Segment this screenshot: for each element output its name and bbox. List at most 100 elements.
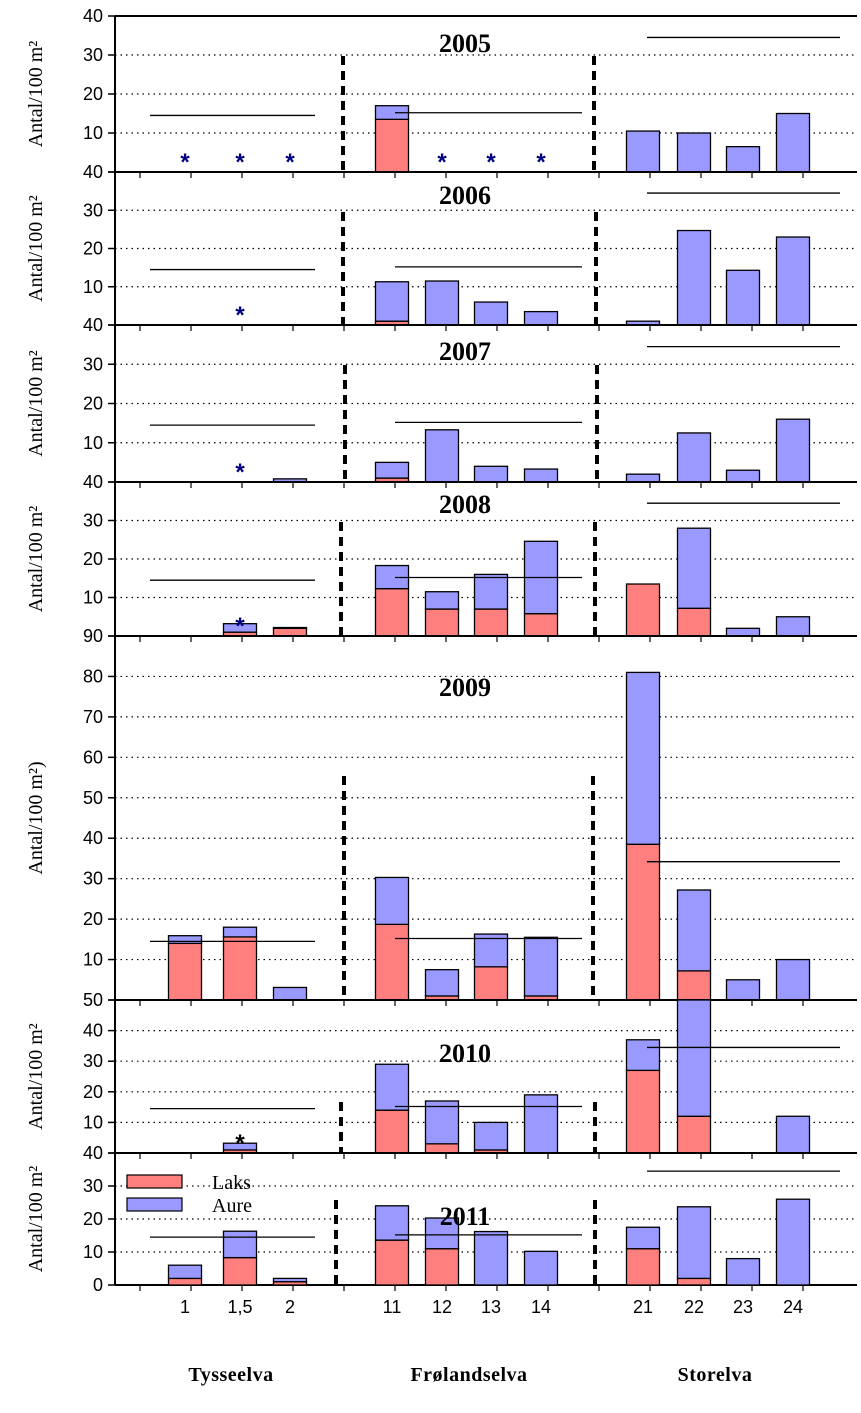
y-tick-label: 40 bbox=[83, 6, 103, 26]
missing-data-star: * bbox=[180, 149, 190, 176]
y-axis-label: Antal/100 m² bbox=[25, 195, 47, 302]
panel-2011: 0 10 20 30 40 Antal/100 m² 2011 bbox=[25, 1143, 857, 1295]
year-label: 2010 bbox=[439, 1039, 491, 1068]
bar-laks bbox=[676, 970, 712, 1001]
missing-data-star: * bbox=[235, 149, 245, 176]
bar-aure bbox=[775, 236, 811, 326]
bar-laks bbox=[424, 1143, 460, 1154]
bar-aure bbox=[725, 469, 761, 483]
x-tick-label: 1 bbox=[180, 1297, 190, 1317]
bar-aure bbox=[374, 461, 410, 479]
bar-aure bbox=[775, 616, 811, 637]
bar-aure bbox=[676, 999, 712, 1117]
bar-aure bbox=[473, 1230, 509, 1286]
y-tick-label: 10 bbox=[83, 1242, 103, 1262]
y-axis-label: Antal/100 m²) bbox=[25, 761, 47, 874]
bar-aure bbox=[272, 626, 308, 629]
bar-aure bbox=[676, 527, 712, 609]
y-tick-label: 20 bbox=[83, 394, 103, 414]
bar-aure bbox=[167, 935, 203, 945]
bar-aure bbox=[625, 130, 661, 173]
missing-data-star: * bbox=[285, 149, 295, 176]
bar-laks bbox=[625, 583, 661, 637]
panel-2010: 10 20 30 40 50 Antal/100 m² * 2010 bbox=[25, 990, 857, 1159]
x-tick-label: 2 bbox=[285, 1297, 295, 1317]
bar-aure bbox=[523, 310, 559, 326]
bar-laks bbox=[374, 1239, 410, 1286]
y-tick-label: 10 bbox=[83, 950, 103, 970]
bar-aure bbox=[775, 418, 811, 483]
missing-data-star: * bbox=[437, 149, 447, 176]
x-tick-label: 21 bbox=[633, 1297, 653, 1317]
y-tick-label: 40 bbox=[83, 315, 103, 335]
bar-aure bbox=[775, 1115, 811, 1154]
bar-aure bbox=[374, 1063, 410, 1111]
bar-laks bbox=[374, 923, 410, 1001]
panel-2008: 10 20 30 40 Antal/100 m² * 2008 bbox=[25, 472, 857, 642]
bar-aure bbox=[725, 145, 761, 173]
x-tick-label: 23 bbox=[733, 1297, 753, 1317]
bar-laks bbox=[473, 608, 509, 637]
y-tick-label: 30 bbox=[83, 200, 103, 220]
bar-aure bbox=[222, 1142, 258, 1151]
bar-aure bbox=[424, 429, 460, 483]
panel-2005: 10 20 30 40 Antal/100 m² * * * * * * 2005 bbox=[25, 6, 857, 178]
bar-laks bbox=[374, 587, 410, 637]
y-axis-label: Antal/100 m² bbox=[25, 350, 47, 457]
x-tick-label: 13 bbox=[481, 1297, 501, 1317]
y-tick-label: 60 bbox=[83, 747, 103, 767]
y-tick-label: 30 bbox=[83, 45, 103, 65]
bar-aure bbox=[725, 979, 761, 1001]
bar-laks bbox=[424, 608, 460, 637]
bar-aure bbox=[676, 229, 712, 326]
bar-aure bbox=[625, 671, 661, 845]
y-tick-label: 40 bbox=[83, 828, 103, 848]
y-tick-label: 30 bbox=[83, 869, 103, 889]
bar-aure bbox=[473, 1121, 509, 1151]
bar-aure bbox=[222, 1230, 258, 1259]
y-tick-label: 30 bbox=[83, 354, 103, 374]
y-tick-label: 10 bbox=[83, 588, 103, 608]
y-axis-label: Antal/100 m² bbox=[25, 1023, 47, 1130]
y-tick-label: 10 bbox=[83, 433, 103, 453]
missing-data-star: * bbox=[235, 1130, 245, 1157]
x-tick-label: 14 bbox=[531, 1297, 551, 1317]
missing-data-star: * bbox=[235, 459, 245, 486]
y-tick-label: 20 bbox=[83, 909, 103, 929]
bar-laks bbox=[222, 1256, 258, 1286]
bar-aure bbox=[625, 1039, 661, 1072]
bar-aure bbox=[775, 112, 811, 173]
bar-laks bbox=[523, 613, 559, 637]
bar-aure bbox=[424, 1100, 460, 1145]
y-tick-label: 30 bbox=[83, 511, 103, 531]
y-tick-label: 80 bbox=[83, 666, 103, 686]
bar-laks bbox=[222, 936, 258, 1001]
missing-data-star: * bbox=[235, 613, 245, 640]
y-tick-label: 20 bbox=[83, 84, 103, 104]
x-tick-label: 12 bbox=[432, 1297, 452, 1317]
y-tick-label: 90 bbox=[83, 626, 103, 646]
bar-laks bbox=[625, 1069, 661, 1154]
bar-aure bbox=[523, 1250, 559, 1286]
year-label: 2008 bbox=[439, 490, 491, 519]
y-tick-label: 30 bbox=[83, 1176, 103, 1196]
bar-laks bbox=[676, 607, 712, 637]
y-tick-label: 10 bbox=[83, 277, 103, 297]
river-label: Frølandselva bbox=[410, 1364, 527, 1386]
year-label: 2011 bbox=[440, 1202, 491, 1231]
y-axis-label: Antal/100 m² bbox=[25, 506, 47, 613]
x-tick-label: 11 bbox=[383, 1297, 402, 1317]
panel-2006: 10 20 30 40 Antal/100 m² * 2006 bbox=[25, 162, 857, 331]
y-tick-label: 10 bbox=[83, 123, 103, 143]
y-axis-label: Antal/100 m² bbox=[25, 1166, 47, 1273]
bar-aure bbox=[676, 1206, 712, 1280]
bar-aure bbox=[424, 280, 460, 326]
river-label: Tysseelva bbox=[188, 1364, 273, 1386]
chart-panels: 10 20 30 40 Antal/100 m² * * * * * * 2005 10 20 30 40 An… bbox=[25, 6, 857, 1295]
y-tick-label: 40 bbox=[83, 162, 103, 182]
year-label: 2009 bbox=[439, 673, 491, 702]
bar-aure bbox=[523, 936, 559, 997]
y-tick-label: 40 bbox=[83, 1143, 103, 1163]
y-tick-label: 20 bbox=[83, 549, 103, 569]
